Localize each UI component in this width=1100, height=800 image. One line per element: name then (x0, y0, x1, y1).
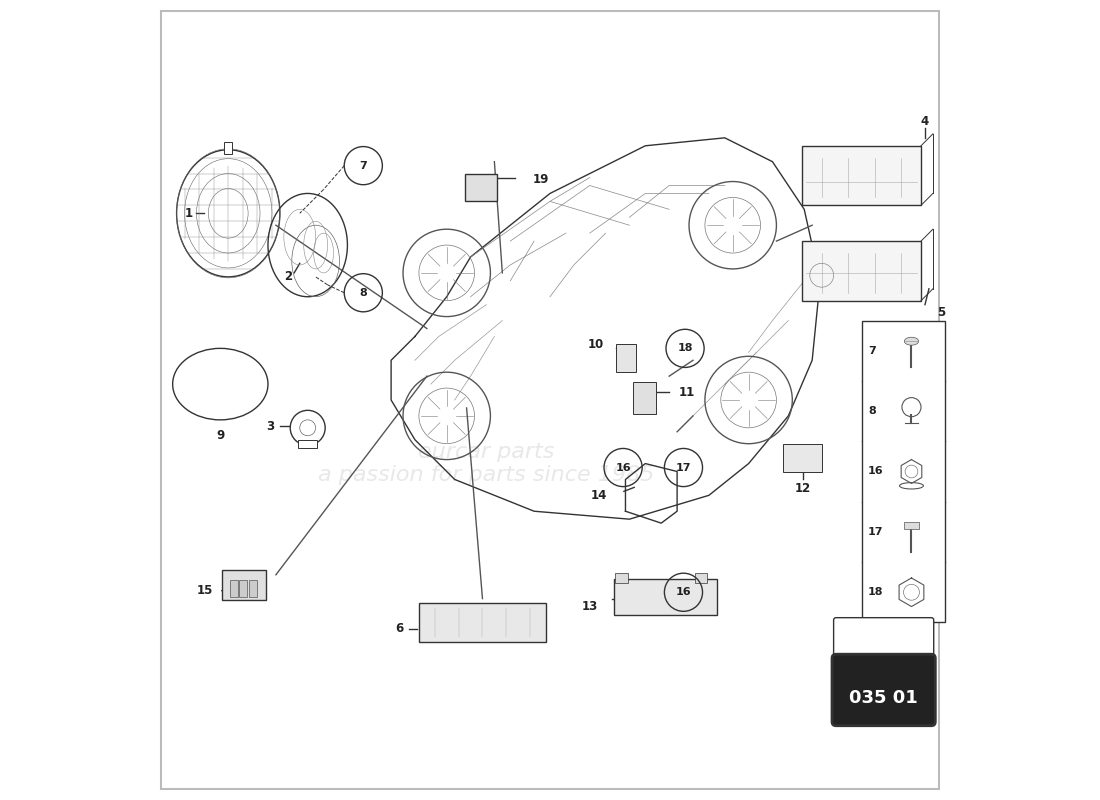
Text: 6: 6 (395, 622, 404, 635)
Text: 7: 7 (360, 161, 367, 170)
Text: 8: 8 (868, 406, 876, 416)
Text: 5: 5 (937, 306, 945, 319)
Text: 1: 1 (185, 207, 192, 220)
FancyBboxPatch shape (802, 241, 921, 301)
Text: 16: 16 (868, 466, 883, 477)
Text: 15: 15 (196, 584, 212, 597)
FancyBboxPatch shape (298, 440, 317, 448)
FancyBboxPatch shape (834, 618, 934, 661)
FancyBboxPatch shape (240, 579, 248, 597)
FancyBboxPatch shape (861, 321, 945, 622)
Text: 12: 12 (794, 482, 811, 495)
FancyBboxPatch shape (616, 344, 636, 372)
Text: 2: 2 (284, 270, 292, 283)
Polygon shape (861, 638, 903, 646)
FancyBboxPatch shape (614, 578, 717, 614)
Text: 13: 13 (582, 600, 597, 613)
Text: 16: 16 (615, 462, 631, 473)
Text: 035 01: 035 01 (849, 689, 918, 707)
FancyBboxPatch shape (615, 573, 628, 582)
FancyBboxPatch shape (802, 146, 921, 206)
FancyBboxPatch shape (832, 654, 935, 726)
Text: 19: 19 (532, 173, 549, 186)
FancyBboxPatch shape (419, 602, 546, 642)
Polygon shape (861, 626, 903, 646)
FancyBboxPatch shape (632, 382, 657, 414)
FancyBboxPatch shape (230, 579, 238, 597)
FancyBboxPatch shape (783, 444, 823, 471)
FancyBboxPatch shape (224, 142, 232, 154)
Text: 8: 8 (360, 288, 367, 298)
FancyBboxPatch shape (249, 579, 257, 597)
FancyBboxPatch shape (694, 573, 707, 582)
Text: 3: 3 (266, 420, 274, 433)
Text: 17: 17 (675, 462, 691, 473)
Text: 16: 16 (675, 587, 691, 598)
Text: 14: 14 (591, 489, 607, 502)
FancyBboxPatch shape (222, 570, 266, 600)
Text: 18: 18 (868, 587, 883, 598)
Text: 9: 9 (217, 430, 224, 442)
Text: 10: 10 (588, 338, 604, 351)
Text: 7: 7 (868, 346, 876, 356)
Ellipse shape (904, 338, 918, 345)
Text: eurcar parts
a passion for parts since 1985: eurcar parts a passion for parts since 1… (318, 442, 654, 485)
Text: 17: 17 (868, 527, 883, 537)
FancyBboxPatch shape (465, 174, 497, 202)
Text: 4: 4 (921, 115, 929, 129)
FancyBboxPatch shape (903, 522, 920, 530)
Text: 11: 11 (679, 386, 695, 398)
Text: 18: 18 (678, 343, 693, 354)
